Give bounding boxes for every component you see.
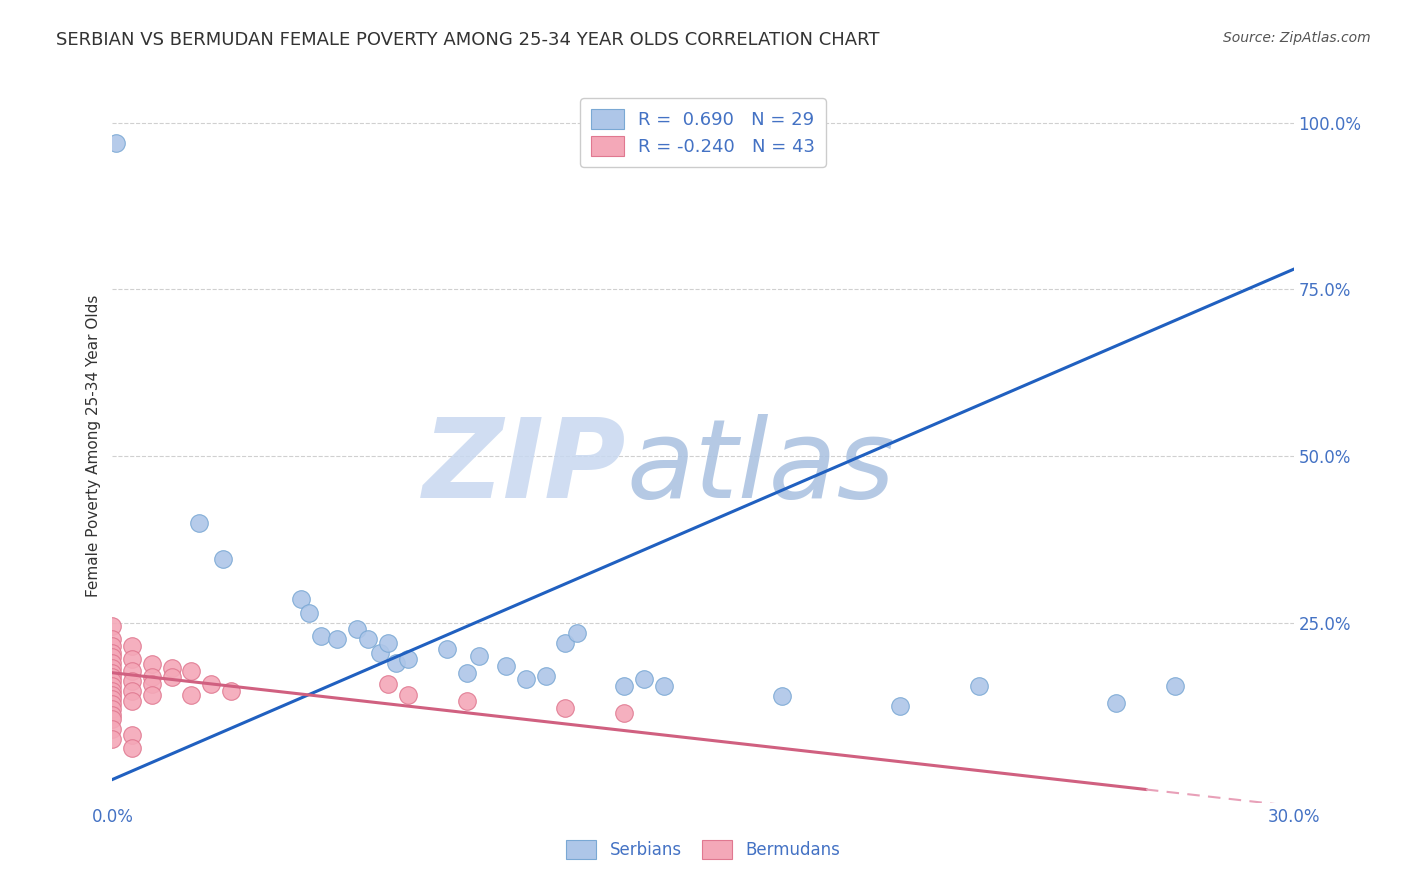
Point <box>456 665 478 680</box>
Point <box>211 552 233 566</box>
Point <box>101 688 124 702</box>
Point <box>652 679 675 693</box>
Point <box>160 661 183 675</box>
Point <box>141 688 163 702</box>
Point <box>633 673 655 687</box>
Point <box>377 636 399 650</box>
Point <box>160 670 183 684</box>
Point <box>141 657 163 671</box>
Point <box>101 650 124 665</box>
Point <box>141 670 163 684</box>
Point <box>298 606 321 620</box>
Point <box>121 741 143 756</box>
Point <box>534 669 557 683</box>
Point <box>101 619 124 633</box>
Point <box>565 625 588 640</box>
Point <box>554 701 576 715</box>
Point <box>613 706 636 720</box>
Point <box>121 694 143 708</box>
Point <box>101 639 124 653</box>
Point <box>101 732 124 747</box>
Point <box>101 646 124 660</box>
Point <box>554 636 576 650</box>
Point <box>495 659 517 673</box>
Point <box>121 652 143 666</box>
Point <box>326 632 349 647</box>
Point <box>101 679 124 693</box>
Point <box>101 670 124 684</box>
Point <box>101 674 124 689</box>
Point <box>101 656 124 670</box>
Point <box>101 632 124 647</box>
Point <box>101 713 124 727</box>
Point <box>121 664 143 678</box>
Point <box>101 692 124 706</box>
Text: atlas: atlas <box>626 414 894 521</box>
Point <box>188 516 211 530</box>
Point <box>467 649 489 664</box>
Point <box>121 674 143 689</box>
Text: SERBIAN VS BERMUDAN FEMALE POVERTY AMONG 25-34 YEAR OLDS CORRELATION CHART: SERBIAN VS BERMUDAN FEMALE POVERTY AMONG… <box>56 31 880 49</box>
Point <box>105 136 128 150</box>
Point <box>180 664 202 678</box>
Point <box>121 683 143 698</box>
Legend: Serbians, Bermudans: Serbians, Bermudans <box>560 834 846 866</box>
Point <box>101 665 124 680</box>
Point <box>101 702 124 716</box>
Text: ZIP: ZIP <box>423 414 626 521</box>
Point <box>200 677 222 691</box>
Point <box>141 677 163 691</box>
Point <box>290 592 312 607</box>
Point <box>436 642 458 657</box>
Point <box>613 679 636 693</box>
Point <box>1105 696 1128 710</box>
Point <box>967 679 990 693</box>
Point <box>101 723 124 737</box>
Point <box>377 677 399 691</box>
Point <box>219 683 242 698</box>
Point <box>180 688 202 702</box>
Point <box>385 656 408 670</box>
Point <box>515 673 537 687</box>
Point <box>121 728 143 742</box>
Point <box>368 646 391 660</box>
Point <box>889 699 911 714</box>
Y-axis label: Female Poverty Among 25-34 Year Olds: Female Poverty Among 25-34 Year Olds <box>86 295 101 597</box>
Point <box>101 661 124 675</box>
Point <box>396 652 419 666</box>
Point <box>357 632 380 647</box>
Point <box>101 683 124 698</box>
Point <box>309 629 332 643</box>
Text: Source: ZipAtlas.com: Source: ZipAtlas.com <box>1223 31 1371 45</box>
Point <box>456 694 478 708</box>
Point <box>101 697 124 711</box>
Point <box>396 688 419 702</box>
Point <box>346 623 368 637</box>
Point <box>101 707 124 722</box>
Point <box>770 689 793 703</box>
Point <box>121 639 143 653</box>
Point <box>1164 679 1187 693</box>
